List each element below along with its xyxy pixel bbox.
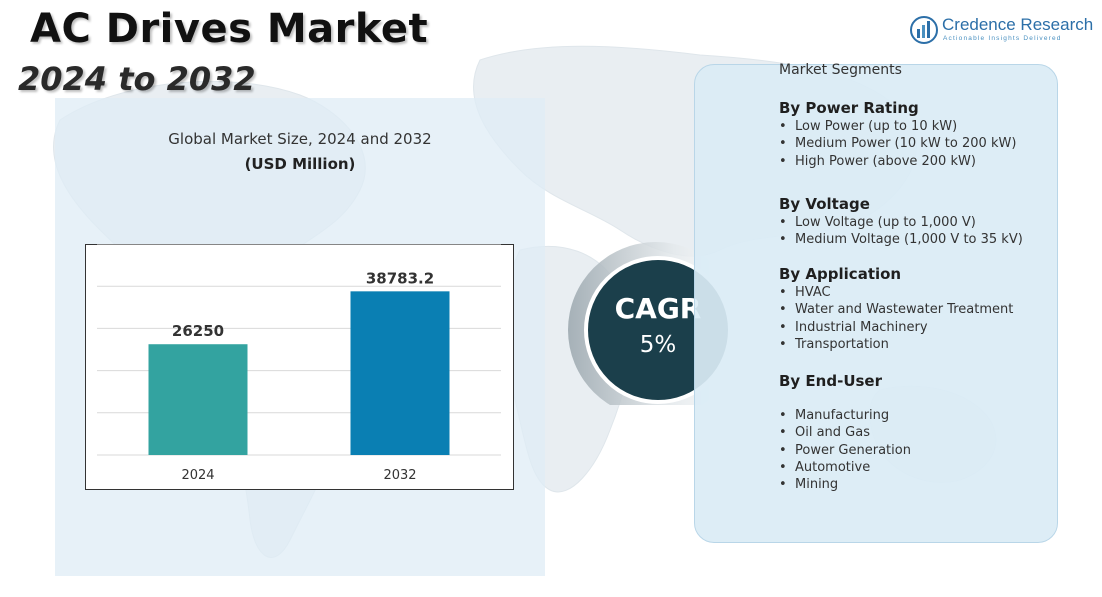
market-segments-panel [694, 64, 1058, 543]
segment-heading: By Voltage [779, 195, 870, 213]
brand-tagline: Actionable Insights Delivered [943, 35, 1062, 42]
segment-item: • Oil and Gas [779, 425, 870, 441]
segment-item: • High Power (above 200 kW) [779, 153, 976, 169]
segment-item: • HVAC [779, 285, 831, 300]
segment-group-end-user: By End-User • Manufacturing • Oil and Gas … [779, 372, 911, 493]
chart-heading: Global Market Size, 2024 and 2032 [168, 130, 432, 148]
segment-heading: By Application [779, 265, 902, 283]
segment-item: • Water and Wastewater Treatment [779, 302, 1014, 318]
x-tick-label-2032: 2032 [383, 468, 416, 483]
segment-item: • Low Voltage (up to 1,000 V) [779, 215, 976, 230]
segment-item: • Medium Voltage (1,000 V to 35 kV) [779, 232, 1023, 248]
segment-item: • Power Generation [779, 442, 911, 458]
x-tick-label-2024: 2024 [181, 468, 214, 483]
data-label-2024: 26250 [172, 322, 224, 340]
cagr-value: 5% [639, 332, 677, 358]
segments-title: Market Segments [779, 62, 902, 78]
segment-heading: By Power Rating [779, 99, 919, 117]
bar-2024 [148, 344, 248, 455]
bar-2032 [350, 291, 450, 455]
page-title: AC Drives Market [30, 6, 429, 52]
cagr-label: CAGR [614, 292, 702, 325]
segment-item: • Industrial Machinery [779, 319, 928, 335]
segment-item: • Low Power (up to 10 kW) [779, 119, 958, 134]
bar-chart-logo-icon [910, 16, 938, 44]
segment-heading: By End-User [779, 372, 883, 390]
segment-group-application: By Application • HVAC • Water and Wastewat… [779, 265, 1013, 353]
market-size-bar-chart: 26250 2024 38783.2 2032 [85, 244, 514, 490]
page-subtitle-years: 2024 to 2032 [18, 60, 256, 98]
segment-item: • Manufacturing [779, 408, 890, 423]
segment-group-power-rating: By Power Rating • Low Power (up to 10 kW)… [779, 99, 1016, 170]
segment-item: • Mining [779, 477, 839, 493]
segment-item: • Automotive [779, 459, 871, 475]
brand-name: Credence Research [942, 15, 1094, 34]
data-label-2032: 38783.2 [366, 269, 434, 287]
chart-subheading: (USD Million) [244, 155, 356, 173]
segment-item: • Medium Power (10 kW to 200 kW) [779, 136, 1017, 152]
segment-group-voltage: By Voltage • Low Voltage (up to 1,000 V) … [779, 195, 1023, 249]
segment-item: • Transportation [779, 336, 889, 352]
brand-logo: Credence Research Actionable Insights De… [910, 14, 1095, 46]
